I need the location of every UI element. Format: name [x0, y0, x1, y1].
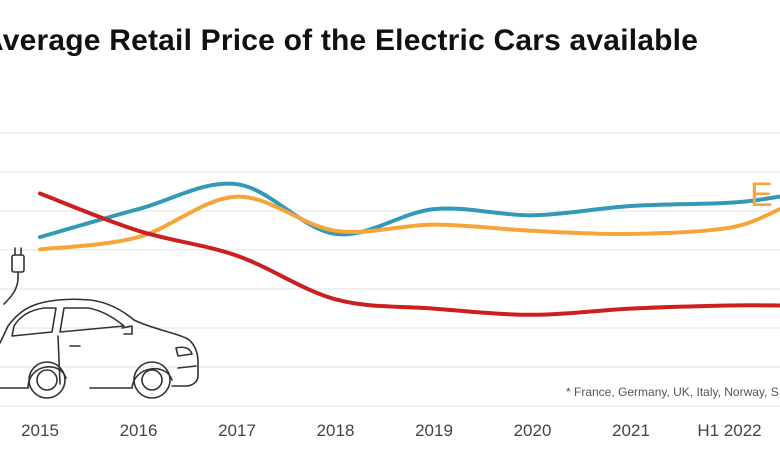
- x-tick-label: 2021: [612, 421, 650, 440]
- series-line-1: [38, 194, 780, 252]
- x-tick-label: 2016: [120, 421, 158, 440]
- series-lines: [38, 181, 780, 317]
- series-line-2: [38, 191, 780, 317]
- footnote: * France, Germany, UK, Italy, Norway, S: [566, 385, 779, 399]
- x-tick-label: 2018: [317, 421, 355, 440]
- electric-car-with-plug-icon: [0, 247, 199, 399]
- x-tick-label: 2017: [218, 421, 256, 440]
- x-tick-label: 2020: [514, 421, 552, 440]
- series-label: E: [750, 176, 773, 214]
- series-labels: E: [750, 176, 773, 214]
- x-tick-label: 2019: [415, 421, 453, 440]
- x-tick-label: H1 2022: [697, 421, 761, 440]
- x-axis: 2015 2016 2017 2018 2019 2020 2021 H1 2022: [21, 421, 762, 440]
- gridlines: [0, 132, 780, 407]
- chart-title: Average Retail Price of the Electric Car…: [0, 24, 699, 57]
- x-tick-label: 2015: [21, 421, 59, 440]
- series-line-0: [38, 181, 780, 240]
